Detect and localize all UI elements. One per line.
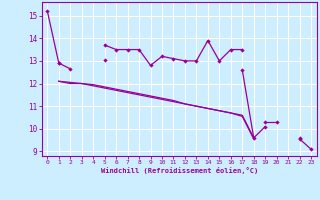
X-axis label: Windchill (Refroidissement éolien,°C): Windchill (Refroidissement éolien,°C): [100, 167, 258, 174]
